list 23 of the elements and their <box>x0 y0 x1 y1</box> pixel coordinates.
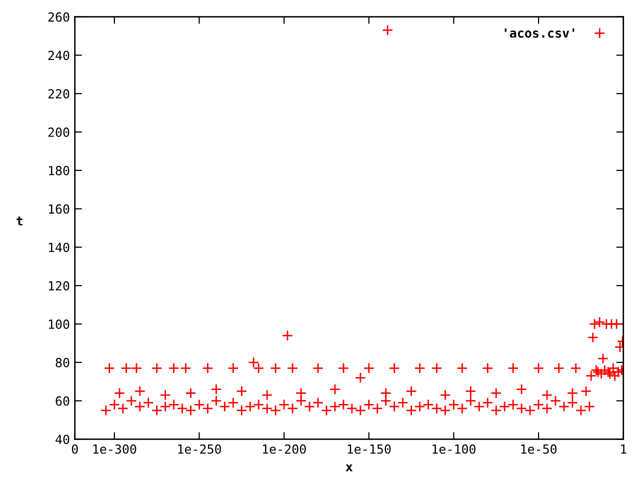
y-tick-label: 180 <box>48 166 70 176</box>
x-tick-label: 1e-100 <box>432 444 476 454</box>
x-tick-label: 1e-250 <box>178 444 222 454</box>
y-tick-label: 80 <box>56 358 70 368</box>
y-tick-label: 120 <box>48 281 70 291</box>
y-tick-label: 60 <box>56 396 70 406</box>
y-tick-label: 260 <box>48 12 70 22</box>
y-tick-label: 240 <box>48 50 70 60</box>
y-tick-label: 160 <box>48 204 70 214</box>
x-tick-label: 0 <box>72 444 78 454</box>
x-tick-label: 1 <box>621 444 626 454</box>
y-tick-label: 220 <box>48 89 70 99</box>
y-tick-label: 100 <box>48 320 70 329</box>
x-tick-label: 1e-200 <box>262 444 306 454</box>
y-tick-label: 200 <box>48 128 70 137</box>
y-tick-label: 140 <box>48 242 70 252</box>
legend-label: 'acos.csv' <box>504 28 574 38</box>
y-tick-label: 40 <box>56 434 70 444</box>
y-axis-title: t <box>16 216 22 226</box>
x-tick-label: 1e-50 <box>521 444 557 454</box>
x-axis-title: x <box>346 464 353 472</box>
x-tick-label: 1e-300 <box>93 444 136 454</box>
x-tick-label: 1e-150 <box>348 444 391 454</box>
